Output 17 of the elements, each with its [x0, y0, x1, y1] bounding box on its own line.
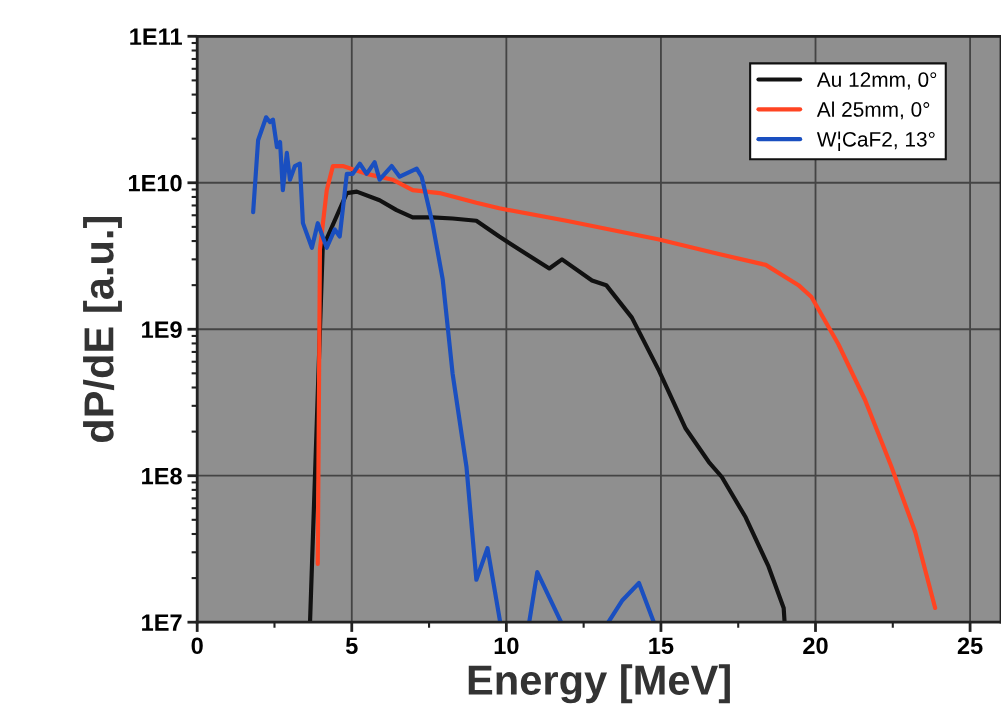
- y-tick-label: 1E9: [142, 321, 182, 339]
- x-tick-label: 25: [957, 637, 983, 655]
- x-tick-label: 5: [345, 637, 358, 655]
- legend-label: Al 25mm, 0°: [816, 101, 930, 120]
- y-axis-title: dP/dE [a.u.]: [83, 216, 122, 443]
- x-tick-label: 20: [803, 637, 828, 655]
- x-tick-label: 15: [649, 637, 674, 655]
- y-tick-label: 1E10: [128, 174, 182, 192]
- x-tick-label: 0: [191, 637, 203, 655]
- x-tick-label: 10: [494, 637, 519, 655]
- y-tick-label: 1E11: [130, 28, 182, 45]
- legend-label: W¦CaF2, 13°: [816, 131, 935, 151]
- y-tick-label: 1E7: [142, 614, 182, 631]
- line-series: [315, 163, 938, 611]
- legend-label: Au 12mm, 0°: [816, 72, 937, 90]
- y-tick-label: 1E8: [142, 467, 182, 485]
- x-axis-title: Energy [MeV]: [468, 664, 730, 704]
